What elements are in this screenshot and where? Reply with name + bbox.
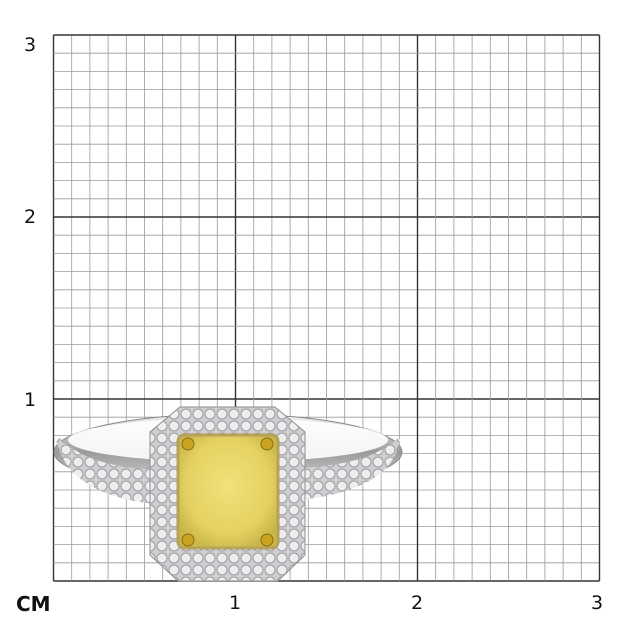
center-stone [176,433,280,550]
x-tick-3: 3 [591,592,604,614]
y-tick-2: 2 [24,206,37,228]
y-tick-1: 1 [24,389,37,411]
x-tick-1: 1 [229,592,242,614]
x-tick-2: 2 [411,592,424,614]
prongs [181,437,274,547]
y-tick-3: 3 [24,34,37,56]
unit-label: CM [16,592,51,616]
